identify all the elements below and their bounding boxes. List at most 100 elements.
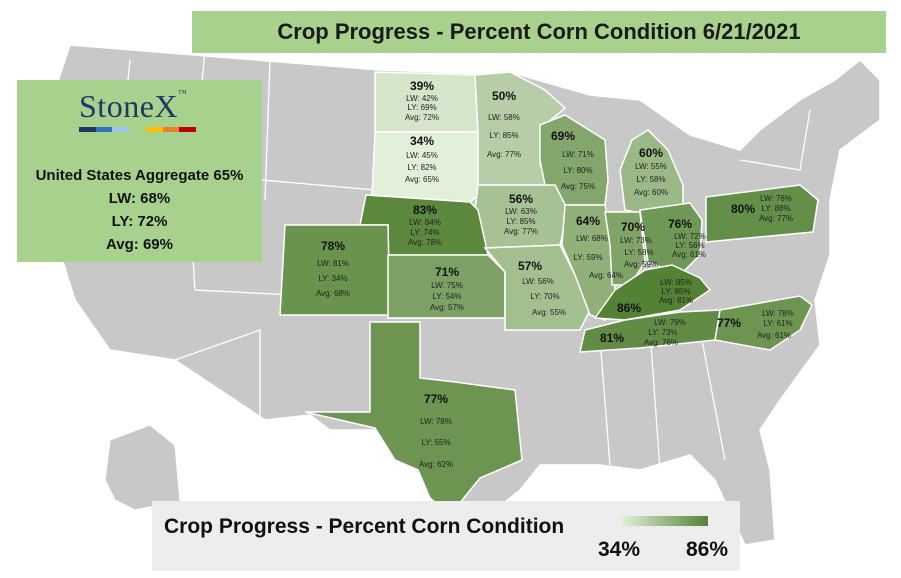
logo-bar-segment <box>95 127 113 132</box>
tennessee-avg: Avg: 76% <box>644 338 678 347</box>
texas-pct: 77% <box>424 392 448 406</box>
label-tennessee: 81% LW: 79% LY: 73% Avg: 76% <box>600 318 686 347</box>
legend: Crop Progress - Percent Corn Condition 3… <box>152 501 740 571</box>
missouri-ly: LY: 70% <box>530 292 559 301</box>
nebraska-avg: Avg: 78% <box>408 238 442 247</box>
south-dakota-pct: 34% <box>410 134 434 148</box>
nebraska-ly: LY: 74% <box>410 228 439 237</box>
minnesota-pct: 50% <box>492 89 516 103</box>
logo-bar-segment <box>129 127 146 132</box>
indiana-lw: LW: 73% <box>620 236 652 245</box>
missouri-avg: Avg: 55% <box>532 308 566 317</box>
map-title: Crop Progress - Percent Corn Condition 6… <box>192 11 886 53</box>
iowa-pct: 56% <box>509 192 533 206</box>
michigan-ly: LY: 58% <box>636 175 665 184</box>
aggregate-headline: United States Aggregate 65% <box>35 167 244 184</box>
logo-bar-segment <box>112 127 130 132</box>
colorado-lw: LW: 81% <box>317 259 349 268</box>
aggregate-avg: Avg: 69% <box>106 236 173 253</box>
label-indiana: 70% LW: 73% LY: 58% Avg: 59% <box>620 220 658 269</box>
minnesota-avg: Avg: 77% <box>487 150 521 159</box>
indiana-ly: LY: 58% <box>624 248 653 257</box>
north-dakota-pct: 39% <box>410 79 434 93</box>
indiana-avg: Avg: 59% <box>624 260 658 269</box>
stonex-logo: StoneX™ <box>79 88 188 124</box>
wisconsin-ly: LY: 80% <box>563 166 592 175</box>
logo-bar-segment <box>162 127 180 132</box>
label-colorado: 78% LW: 81% LY: 34% Avg: 68% <box>316 239 350 298</box>
colorado-ly: LY: 34% <box>318 274 347 283</box>
logo-text: StoneX <box>79 88 178 124</box>
nebraska-pct: 83% <box>413 203 437 217</box>
label-missouri: 57% LW: 56% LY: 70% Avg: 55% <box>518 259 566 317</box>
ohio-pct: 76% <box>668 217 692 231</box>
aggregate-ly: LY: 72% <box>111 213 168 230</box>
wisconsin-avg: Avg: 75% <box>561 182 595 191</box>
ohio-lw: LW: 72% <box>674 232 706 241</box>
legend-gradient <box>622 516 708 526</box>
south-dakota-avg: Avg: 65% <box>405 175 439 184</box>
wisconsin-lw: LW: 71% <box>562 150 594 159</box>
state-north-carolina <box>714 295 813 351</box>
label-kansas: 71% LW: 75% LY: 54% Avg: 57% <box>430 265 464 312</box>
north-carolina-ly: LY: 61% <box>763 319 792 328</box>
logo-color-bar <box>79 127 197 132</box>
north-carolina-pct: 77% <box>717 316 741 330</box>
colorado-avg: Avg: 68% <box>316 289 350 298</box>
kentucky-ly: LY: 85% <box>661 287 690 296</box>
wisconsin-pct: 69% <box>551 129 575 143</box>
legend-min: 34% <box>598 538 641 561</box>
legend-max: 86% <box>686 538 729 561</box>
state-ohio <box>639 202 703 276</box>
minnesota-ly: LY: 85% <box>489 131 518 140</box>
ohio-ly: LY: 56% <box>675 241 704 250</box>
label-north-carolina: 77% LW: 78% LY: 61% Avg: 61% <box>717 309 794 340</box>
south-dakota-lw: LW: 45% <box>406 151 438 160</box>
michigan-lw: LW: 55% <box>635 162 667 171</box>
colorado-pct: 78% <box>321 239 345 253</box>
texas-lw: LW: 78% <box>420 417 452 426</box>
texas-ly: LY: 55% <box>421 438 450 447</box>
aggregate-panel: StoneX™ United States Aggregate 65% LW: … <box>17 80 262 262</box>
kansas-ly: LY: 54% <box>432 292 461 301</box>
kansas-pct: 71% <box>435 265 459 279</box>
label-michigan: 60% LW: 55% LY: 58% Avg: 60% <box>634 146 668 197</box>
pennsylvania-lw: LW: 76% <box>760 194 792 203</box>
label-kentucky: 86% LW: 85% LY: 85% Avg: 81% <box>617 278 693 315</box>
label-north-dakota: 39% LW: 42% LY: 69% Avg: 72% <box>405 79 439 122</box>
label-pennsylvania: 80% LW: 76% LY: 88% Avg: 77% <box>731 194 793 223</box>
kentucky-pct: 86% <box>617 301 641 315</box>
illinois-avg: Avg: 64% <box>589 271 623 280</box>
pennsylvania-pct: 80% <box>731 202 755 216</box>
illinois-lw: LW: 68% <box>576 234 608 243</box>
iowa-avg: Avg: 77% <box>504 227 538 236</box>
texas-avg: Avg: 62% <box>419 460 453 469</box>
north-carolina-lw: LW: 78% <box>762 309 794 318</box>
kansas-avg: Avg: 57% <box>430 303 464 312</box>
kentucky-lw: LW: 85% <box>660 278 692 287</box>
tennessee-pct: 81% <box>600 331 624 345</box>
logo-bar-segment <box>79 127 96 132</box>
north-dakota-ly: LY: 69% <box>407 103 436 112</box>
illinois-ly: LY: 59% <box>573 253 602 262</box>
kentucky-avg: Avg: 81% <box>659 296 693 305</box>
state-missouri <box>483 244 591 331</box>
iowa-ly: LY: 85% <box>506 217 535 226</box>
indiana-pct: 70% <box>621 220 645 234</box>
nebraska-lw: LW: 84% <box>409 218 441 227</box>
missouri-pct: 57% <box>518 259 542 273</box>
state-labels: 39% LW: 42% LY: 69% Avg: 72% 34% LW: 45%… <box>316 79 794 469</box>
michigan-pct: 60% <box>639 146 663 160</box>
minnesota-lw: LW: 58% <box>488 113 520 122</box>
aggregate-lw: LW: 68% <box>108 190 171 207</box>
missouri-lw: LW: 56% <box>522 277 554 286</box>
kansas-lw: LW: 75% <box>431 281 463 290</box>
iowa-lw: LW: 63% <box>505 207 537 216</box>
label-wisconsin: 69% LW: 71% LY: 80% Avg: 75% <box>551 129 595 191</box>
state-pennsylvania <box>705 184 819 243</box>
label-iowa: 56% LW: 63% LY: 85% Avg: 77% <box>504 192 538 236</box>
north-carolina-avg: Avg: 61% <box>757 331 791 340</box>
label-texas: 77% LW: 78% LY: 55% Avg: 62% <box>419 392 453 469</box>
north-dakota-avg: Avg: 72% <box>405 113 439 122</box>
